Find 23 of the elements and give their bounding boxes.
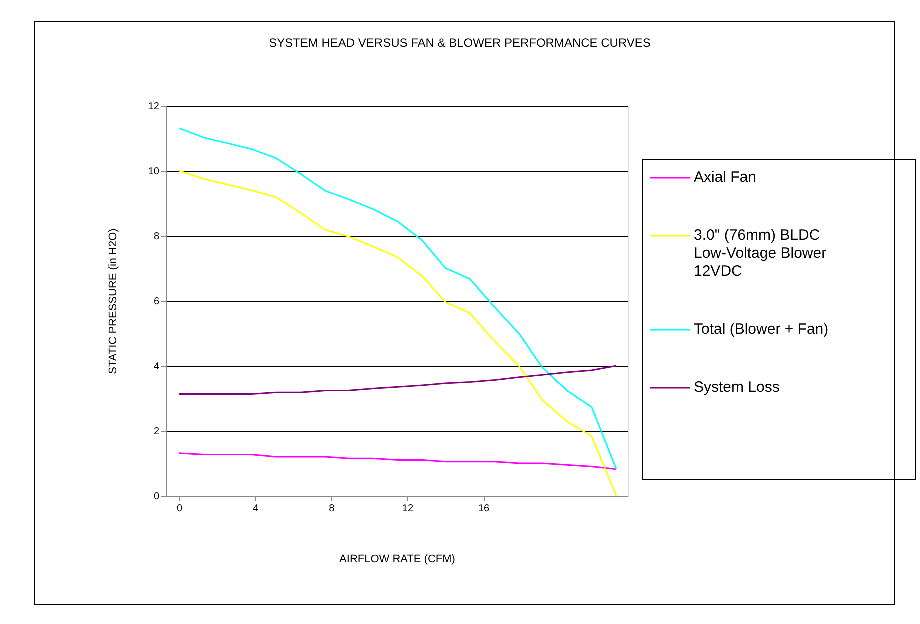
x-tick-label: 16 — [478, 504, 490, 514]
y-tick-label: 4 — [154, 362, 160, 372]
x-axis-title: AIRFLOW RATE (CFM) — [340, 554, 456, 566]
y-tick-label: 2 — [154, 426, 160, 438]
legend-label: Total (Blower + Fan) — [694, 321, 829, 338]
y-tick-label: 12 — [148, 102, 160, 112]
x-tick-label: 12 — [402, 504, 414, 514]
line-series — [178, 170, 618, 497]
y-axis-title: STATIC PRESSURE (in H2O) — [107, 228, 120, 374]
y-tick-label: 8 — [154, 232, 160, 242]
chart-title: SYSTEM HEAD VERSUS FAN & BLOWER PERFORMANCE CURVES — [269, 36, 651, 50]
x-tick-label: 4 — [253, 504, 260, 514]
legend-label: 3.0" (76mm) BLDC Low-Voltage Blower 12VDC — [694, 227, 827, 280]
line-series — [178, 365, 618, 396]
legend-label: System Loss — [694, 379, 780, 396]
y-tick-label: 10 — [148, 166, 160, 178]
x-tick-label: 0 — [177, 504, 184, 514]
y-tick-label: 0 — [154, 492, 160, 502]
line-series — [178, 452, 618, 470]
line-series — [178, 128, 618, 470]
legend-label: Axial Fan — [694, 169, 757, 186]
y-tick-label: 6 — [154, 296, 160, 308]
x-tick-label: 8 — [329, 504, 336, 514]
